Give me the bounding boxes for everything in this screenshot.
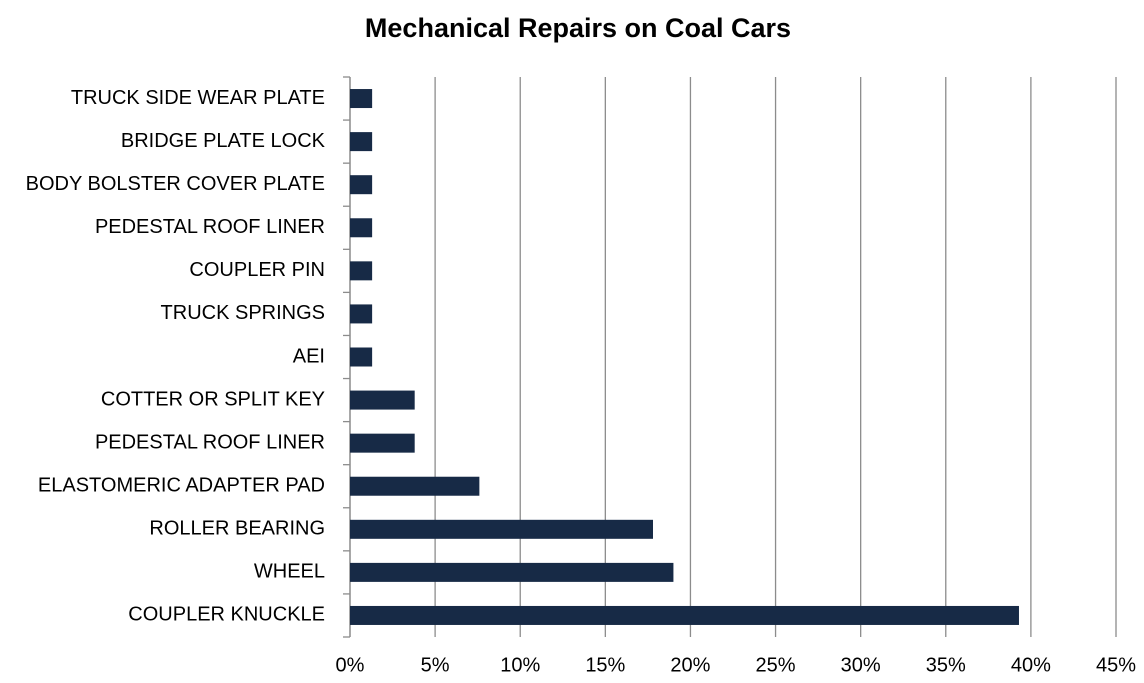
y-tick-label: COTTER OR SPLIT KEY: [101, 388, 325, 410]
bar: [350, 218, 373, 238]
y-tick-label: TRUCK SPRINGS: [161, 302, 325, 324]
bar: [350, 304, 373, 324]
bar: [350, 605, 1019, 625]
y-tick-label: BODY BOLSTER COVER PLATE: [26, 173, 325, 195]
y-tick-label: ELASTOMERIC ADAPTER PAD: [38, 475, 325, 497]
x-tick-label: 45%: [1096, 654, 1136, 676]
y-tick-label: ROLLER BEARING: [149, 518, 325, 540]
y-tick-label: WHEEL: [254, 561, 325, 583]
y-tick-label: COUPLER PIN: [189, 259, 325, 281]
bar: [350, 89, 373, 109]
x-tick-label: 10%: [500, 654, 540, 676]
chart-title: Mechanical Repairs on Coal Cars: [365, 13, 791, 43]
bar: [350, 476, 480, 496]
x-tick-label: 0%: [336, 654, 365, 676]
bar: [350, 132, 373, 152]
y-tick-label: COUPLER KNUCKLE: [128, 604, 325, 626]
bar: [350, 347, 373, 367]
bar: [350, 390, 415, 410]
y-tick-label: TRUCK SIDE WEAR PLATE: [71, 87, 325, 109]
y-tick-label: BRIDGE PLATE LOCK: [121, 130, 326, 152]
x-tick-label: 25%: [756, 654, 796, 676]
bar: [350, 175, 373, 195]
y-tick-label: PEDESTAL ROOF LINER: [95, 216, 325, 238]
x-tick-label: 15%: [585, 654, 625, 676]
bar: [350, 562, 674, 582]
x-tick-label: 20%: [670, 654, 710, 676]
bar: [350, 261, 373, 281]
x-tick-label: 40%: [1011, 654, 1051, 676]
y-tick-label: PEDESTAL ROOF LINER: [95, 431, 325, 453]
bar: [350, 433, 415, 453]
x-tick-label: 30%: [841, 654, 881, 676]
bar: [350, 519, 653, 539]
y-tick-label: AEI: [293, 345, 325, 367]
x-tick-label: 35%: [926, 654, 966, 676]
x-tick-label: 5%: [421, 654, 450, 676]
